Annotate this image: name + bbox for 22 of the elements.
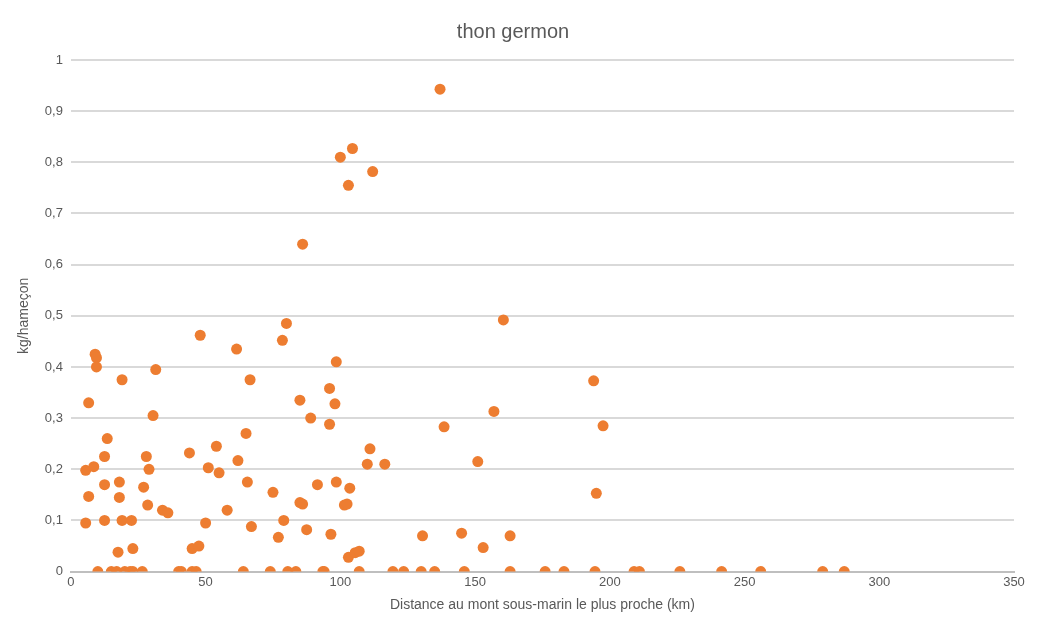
- y-tick-label: 0,7: [44, 205, 63, 221]
- x-tick-label: 150: [464, 573, 486, 589]
- x-tick-label: 100: [329, 573, 352, 589]
- y-axis-title: kg/hameçon: [15, 277, 32, 354]
- y-tick-label: 0,6: [44, 256, 63, 272]
- x-axis-title: Distance au mont sous-marin le plus proche (km): [389, 596, 695, 613]
- y-tick-label: 0,4: [44, 358, 63, 374]
- x-tick-label: 50: [198, 573, 213, 589]
- y-tick-label: 0,3: [44, 409, 63, 425]
- y-tick-label: 0,1: [44, 512, 63, 528]
- x-tick-label: 200: [598, 573, 621, 589]
- y-tick-label: 0: [55, 563, 63, 579]
- x-tick-label: 250: [733, 573, 756, 589]
- chart-title: thon germon: [456, 19, 570, 42]
- y-tick-label: 0,8: [44, 153, 63, 169]
- x-tick-label: 350: [1003, 573, 1025, 589]
- y-tick-label: 1: [55, 51, 63, 67]
- x-tick-label: 0: [67, 573, 75, 589]
- y-tick-label: 0,2: [44, 460, 63, 476]
- y-tick-label: 0,5: [44, 307, 63, 323]
- y-tick-label: 0,9: [44, 102, 63, 118]
- x-tick-label: 300: [868, 573, 891, 589]
